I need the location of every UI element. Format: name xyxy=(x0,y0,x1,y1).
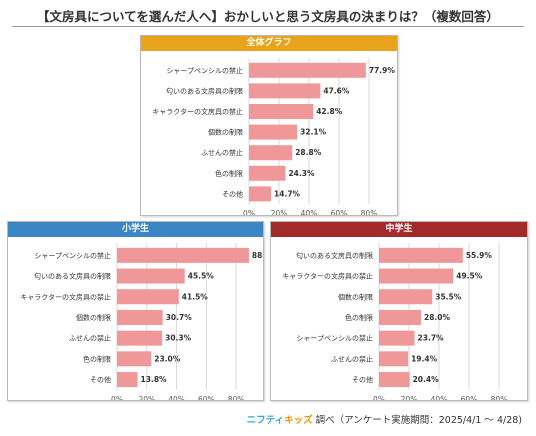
elementary-category-label: ふせんの禁止 xyxy=(69,334,111,343)
overall-category-label: 匂いのある文房具の制限 xyxy=(166,86,243,95)
footer-note: 調べ（アンケート実施期間：2025/4/1 ～ 4/28) xyxy=(315,415,522,426)
junior-high-bar xyxy=(379,289,433,305)
junior-high-category-label: キャラクターの文房具の禁止 xyxy=(282,272,373,281)
elementary-value-label: 23.0% xyxy=(154,354,181,363)
overall-x-tick-label: 20% xyxy=(271,209,288,215)
elementary-value-label: 41.5% xyxy=(182,292,209,301)
overall-value-label: 24.3% xyxy=(288,169,315,178)
elementary-x-tick-label: 20% xyxy=(138,395,155,400)
overall-chart-header: 全体グラフ xyxy=(141,36,397,51)
overall-category-label: キャラクターの文房具の禁止 xyxy=(152,107,243,116)
overall-bar xyxy=(249,186,272,202)
junior-high-bar xyxy=(379,351,409,367)
junior-high-category-label: 匂いのある文房具の制限 xyxy=(296,251,373,260)
overall-value-label: 42.8% xyxy=(316,107,343,116)
overall-value-label: 77.9% xyxy=(369,66,396,75)
elementary-value-label: 30.3% xyxy=(165,334,192,343)
junior-high-value-label: 35.5% xyxy=(435,292,462,301)
elementary-x-tick-label: 80% xyxy=(228,395,245,400)
overall-value-label: 47.6% xyxy=(323,86,350,95)
overall-value-label: 32.1% xyxy=(300,128,327,137)
source-footer: ニフティキッズ 調べ（アンケート実施期間：2025/4/1 ～ 4/28) xyxy=(247,412,522,426)
brand-nifty: ニフティ xyxy=(246,415,285,426)
junior-high-x-tick-label: 20% xyxy=(401,395,418,400)
junior-high-category-label: その他 xyxy=(352,375,373,384)
elementary-value-label: 88.6% xyxy=(252,251,263,260)
brand-kids: キッズ xyxy=(284,415,313,426)
overall-category-label: 色の制限 xyxy=(215,169,243,178)
elementary-category-label: キャラクターの文房具の禁止 xyxy=(20,292,111,301)
elementary-category-label: シャープペンシルの禁止 xyxy=(34,251,111,260)
elementary-bar xyxy=(117,351,152,367)
junior-high-chart-header: 中学生 xyxy=(271,222,527,237)
overall-chart-panel: 全体グラフ 0% 20% 40% 60% 80% シャープペンシルの禁止 77.9% 匂いのあ… xyxy=(140,35,398,216)
overall-value-label: 14.7% xyxy=(274,189,301,198)
elementary-bar-chart: 0% 20% 40% 60% 80% シャープペンシルの禁止 88.6% 匂いのある文房具の制… xyxy=(20,243,263,400)
junior-high-value-label: 20.4% xyxy=(413,375,440,384)
junior-high-bar xyxy=(379,330,415,346)
overall-bar xyxy=(249,62,366,78)
junior-high-bar xyxy=(379,309,421,325)
junior-high-value-label: 23.7% xyxy=(418,334,445,343)
overall-x-tick-label: 80% xyxy=(361,209,378,215)
overall-bar xyxy=(249,104,314,119)
elementary-category-label: 色の制限 xyxy=(83,354,111,363)
junior-high-value-label: 55.9% xyxy=(466,251,493,260)
junior-high-chart-panel: 中学生 0% 20% 40% 60% 80% 匂いのある文房具の制限 55.9% キャラクター… xyxy=(270,221,528,401)
junior-high-x-tick-label: 60% xyxy=(461,395,478,400)
elementary-bar xyxy=(117,372,138,388)
elementary-category-label: その他 xyxy=(90,375,111,384)
elementary-bar xyxy=(117,289,179,305)
junior-high-value-label: 28.0% xyxy=(424,313,451,322)
elementary-chart-header: 小学生 xyxy=(8,222,263,237)
junior-high-value-label: 49.5% xyxy=(456,272,483,281)
junior-high-category-label: シャープペンシルの禁止 xyxy=(296,334,373,343)
junior-high-bar xyxy=(379,268,454,284)
overall-x-tick-label: 40% xyxy=(301,209,318,215)
overall-bar xyxy=(249,83,321,99)
overall-x-tick-label: 60% xyxy=(331,209,348,215)
elementary-category-label: 個数の制限 xyxy=(76,313,111,322)
elementary-value-label: 45.5% xyxy=(188,272,215,281)
junior-high-bar-chart: 0% 20% 40% 60% 80% 匂いのある文房具の制限 55.9% キャラクターの文房具… xyxy=(282,243,508,400)
elementary-x-tick-label: 0% xyxy=(111,395,123,400)
title-divider xyxy=(12,26,524,27)
elementary-bar xyxy=(117,268,185,284)
elementary-value-label: 30.7% xyxy=(166,313,193,322)
overall-category-label: 個数の制限 xyxy=(208,128,243,137)
elementary-bar xyxy=(117,309,163,325)
junior-high-x-tick-label: 80% xyxy=(491,395,508,400)
junior-high-category-label: 色の制限 xyxy=(345,313,373,322)
elementary-value-label: 13.8% xyxy=(141,375,168,384)
overall-bar xyxy=(249,165,286,181)
overall-value-label: 28.8% xyxy=(295,148,322,157)
elementary-category-label: 匂いのある文房具の制限 xyxy=(34,272,111,281)
overall-x-tick-label: 0% xyxy=(243,209,255,215)
overall-bar-chart: 0% 20% 40% 60% 80% シャープペンシルの禁止 77.9% 匂いのある文房具の制… xyxy=(152,58,396,215)
junior-high-category-label: ふせんの禁止 xyxy=(331,354,373,363)
page-title: 【文房具についてを選んだ人へ】おかしいと思う文房具の決まりは？（複数回答） xyxy=(37,9,499,24)
overall-bar xyxy=(249,145,293,161)
junior-high-value-label: 19.4% xyxy=(411,354,438,363)
overall-bar xyxy=(249,124,298,140)
junior-high-x-tick-label: 40% xyxy=(431,395,448,400)
junior-high-category-label: 個数の制限 xyxy=(338,292,373,301)
elementary-bar xyxy=(117,330,163,346)
overall-category-label: シャープペンシルの禁止 xyxy=(166,66,243,75)
junior-high-bar xyxy=(379,247,463,263)
junior-high-bar xyxy=(379,372,410,388)
junior-high-x-tick-label: 0% xyxy=(373,395,385,400)
overall-category-label: ふせんの禁止 xyxy=(201,148,243,157)
elementary-chart-panel: 小学生 0% 20% 40% 60% 80% シャープペンシルの禁止 88.6% 匂いのある文… xyxy=(7,221,264,401)
elementary-x-tick-label: 60% xyxy=(198,395,215,400)
elementary-x-tick-label: 40% xyxy=(168,395,185,400)
overall-category-label: その他 xyxy=(222,189,243,198)
elementary-bar xyxy=(117,247,249,263)
